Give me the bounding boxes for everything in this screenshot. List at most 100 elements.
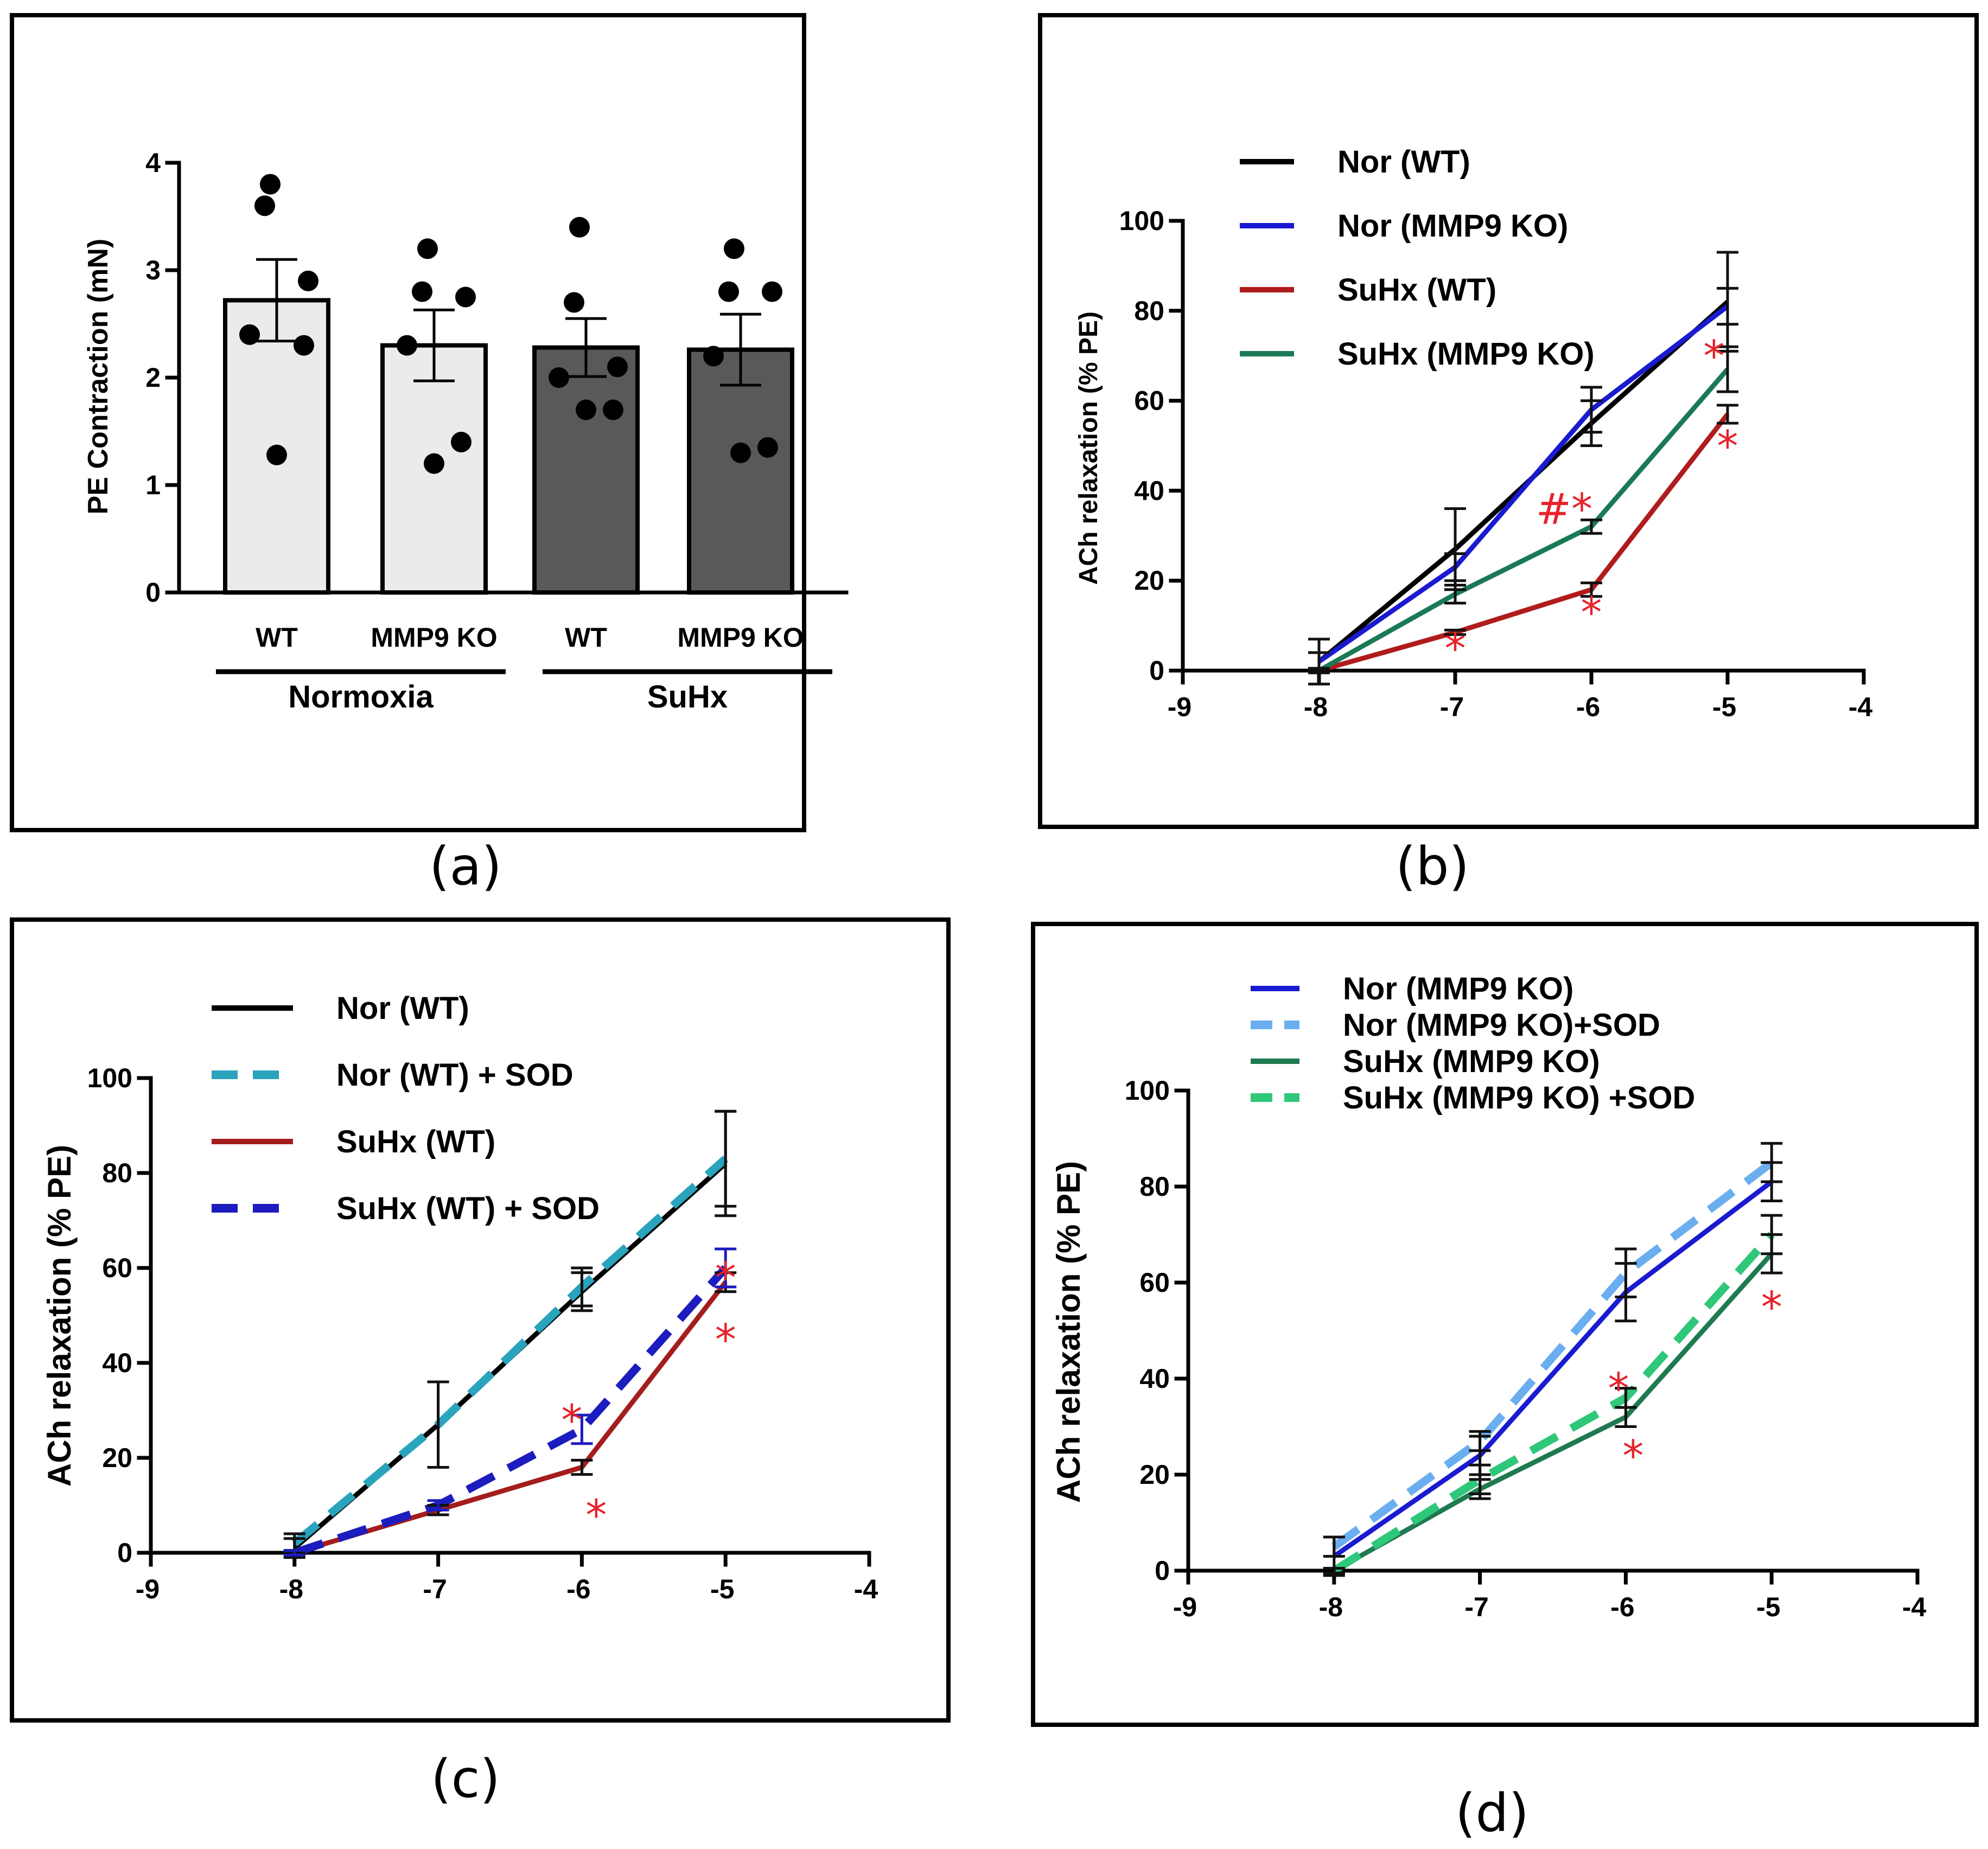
series-line-3 xyxy=(293,1265,729,1557)
y-tick-label: 80 xyxy=(1139,1171,1170,1202)
data-point xyxy=(451,431,471,452)
legend-entry: SuHx (WT) + SOD xyxy=(336,1191,600,1226)
y-axis-label-b: ACh relaxation (% PE) xyxy=(1074,311,1103,585)
x-tick-label: -4 xyxy=(854,1574,878,1604)
y-tick-label: 100 xyxy=(1119,206,1164,236)
x-tick-label: -6 xyxy=(566,1574,590,1604)
y-tick-label: 80 xyxy=(1134,296,1164,326)
x-tick-label: -9 xyxy=(136,1574,160,1604)
chart-b: 0 20 40 60 80 100 ACh relaxation (% PE) -9 -8 -7 -… xyxy=(1074,144,1872,897)
chart-a: 0 1 2 3 4 PE Contraction (mN) WT MMP9 KO WT MMP9 … xyxy=(82,148,849,897)
y-tick-label: 4 xyxy=(145,148,161,178)
panel-frame-b xyxy=(1038,13,1979,829)
legend-entry: Nor (WT) xyxy=(336,991,469,1026)
x-tick-label: -8 xyxy=(1304,692,1328,722)
panel-caption-a: (a) xyxy=(429,836,502,897)
y-tick-label: 60 xyxy=(1134,386,1164,416)
y-tick-label: 0 xyxy=(117,1538,132,1568)
data-point xyxy=(397,335,417,356)
data-point xyxy=(703,346,724,367)
group-label: Normoxia xyxy=(288,679,434,715)
x-tick-label: -9 xyxy=(1168,692,1191,722)
y-tick-label: 20 xyxy=(1139,1459,1170,1490)
x-tick-label: -5 xyxy=(1756,1592,1780,1622)
data-point xyxy=(569,216,590,238)
y-tick-label: 60 xyxy=(1139,1267,1170,1298)
series-line-2 xyxy=(1318,412,1730,673)
data-point xyxy=(724,238,744,259)
data-point xyxy=(294,335,314,356)
data-point xyxy=(298,270,318,291)
data-point xyxy=(239,324,260,345)
series-line-1 xyxy=(1317,304,1729,664)
x-category-label: MMP9 KO xyxy=(677,622,804,653)
y-tick-label: 3 xyxy=(145,255,161,285)
y-tick-label: 20 xyxy=(1134,565,1164,596)
y-axis-label-d: ACh relaxation (% PE) xyxy=(1050,1161,1087,1503)
x-tick-label: -4 xyxy=(1902,1592,1927,1622)
x-tick-label: -7 xyxy=(1440,692,1464,722)
x-tick-label: -5 xyxy=(710,1574,734,1604)
legend-entry: Nor (MMP9 KO) xyxy=(1343,971,1573,1006)
y-tick-label: 60 xyxy=(102,1253,132,1283)
group-label: SuHx xyxy=(647,679,728,715)
legend-b: Nor (WT) Nor (MMP9 KO) SuHx (WT) SuHx (MMP9… xyxy=(1240,144,1595,372)
significance-marker: * xyxy=(1761,1283,1782,1332)
panel-caption-b: (b) xyxy=(1396,836,1469,897)
y-tick-label: 40 xyxy=(1134,475,1164,506)
legend-entry: Nor (MMP9 KO)+SOD xyxy=(1343,1008,1660,1043)
series-line-2 xyxy=(1333,1252,1774,1573)
x-tick-label: -5 xyxy=(1712,692,1736,722)
significance-marker: * xyxy=(1608,1365,1629,1414)
legend-entry: SuHx (MMP9 KO) +SOD xyxy=(1343,1080,1695,1115)
series-line-3 xyxy=(1331,1232,1775,1574)
data-point xyxy=(757,437,778,458)
data-point xyxy=(417,238,438,259)
y-tick-label: 80 xyxy=(102,1158,132,1188)
chart-d: 0 20 40 60 80 100 ACh relaxation (% PE) -9 -8 -7 -… xyxy=(1050,971,1926,1844)
y-axis-label-a: PE Contraction (mN) xyxy=(82,239,114,514)
x-category-label: WT xyxy=(256,622,298,653)
y-tick-label: 0 xyxy=(1155,1555,1170,1586)
legend-entry: SuHx (WT) xyxy=(336,1124,495,1159)
data-point xyxy=(412,281,432,302)
y-tick-label: 100 xyxy=(87,1063,132,1093)
significance-marker: * xyxy=(1703,333,1724,381)
legend-entry: Nor (WT) + SOD xyxy=(336,1057,574,1093)
legend-entry: Nor (WT) xyxy=(1337,144,1470,180)
series-line-0 xyxy=(1333,1179,1773,1559)
significance-marker: * xyxy=(715,1254,736,1303)
bar-2 xyxy=(532,345,640,595)
bar-3 xyxy=(687,347,794,595)
data-point xyxy=(266,444,287,466)
x-tick-label: -8 xyxy=(279,1574,303,1604)
significance-marker: * xyxy=(561,1397,582,1445)
x-category-label: MMP9 KO xyxy=(371,622,497,653)
chart-c: 0 20 40 60 80 100 ACh relaxation (% PE) -9 -8 -7 -… xyxy=(41,991,878,1809)
data-point xyxy=(762,281,782,302)
y-tick-label: 100 xyxy=(1125,1075,1170,1106)
y-tick-label: 1 xyxy=(145,470,161,500)
x-tick-label: -6 xyxy=(1576,692,1600,722)
x-tick-label: -6 xyxy=(1610,1592,1634,1622)
panel-frame-d xyxy=(1031,922,1979,1727)
legend-c: Nor (WT) Nor (WT) + SOD SuHx (WT) SuHx (WT)… xyxy=(212,991,600,1226)
panel-frame-c xyxy=(10,917,951,1723)
legend-entry: Nor (MMP9 KO) xyxy=(1337,208,1568,244)
legend-entry: SuHx (WT) xyxy=(1337,272,1496,308)
x-tick-label: -8 xyxy=(1319,1592,1343,1622)
panel-frame-a xyxy=(10,13,806,832)
data-point xyxy=(254,195,275,216)
significance-marker: * xyxy=(1581,589,1602,637)
legend-d: Nor (MMP9 KO)Nor (MMP9 KO)+SOD SuHx (MMP9… xyxy=(1251,971,1695,1115)
data-point xyxy=(607,356,628,378)
y-tick-label: 0 xyxy=(145,577,161,608)
series-line-3 xyxy=(1317,367,1730,673)
data-point xyxy=(576,399,596,420)
data-point xyxy=(455,286,476,308)
x-category-label: WT xyxy=(565,622,607,653)
y-tick-label: 20 xyxy=(102,1443,132,1473)
significance-marker: * xyxy=(1445,625,1466,674)
y-tick-label: 2 xyxy=(145,362,161,393)
